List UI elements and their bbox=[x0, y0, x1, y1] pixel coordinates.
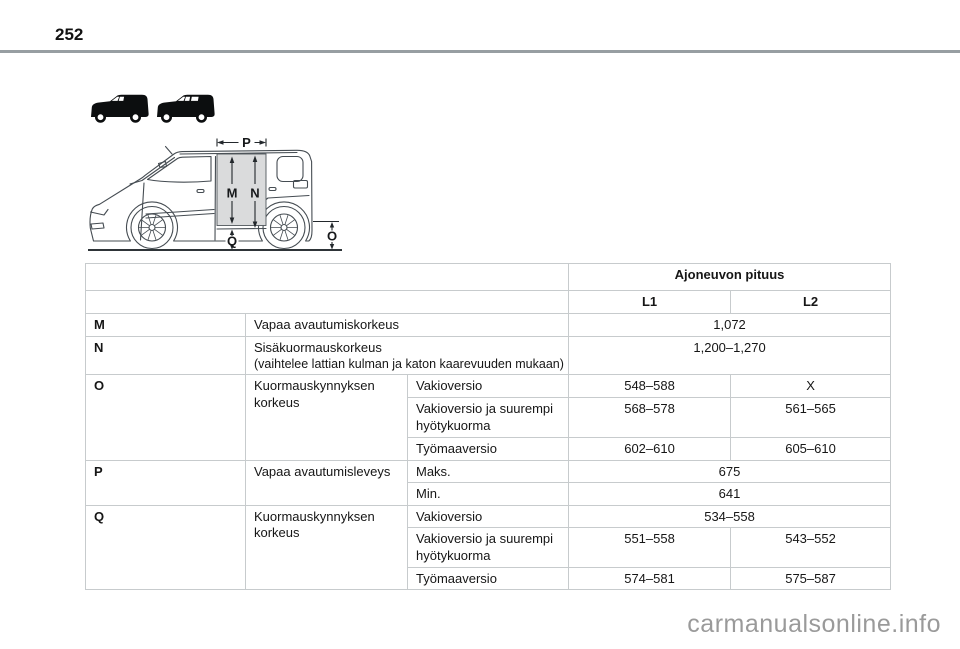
sliding-door-handle bbox=[268, 186, 277, 192]
row-variant-label: Vakioversio bbox=[406, 504, 570, 529]
fog-light-slot bbox=[90, 222, 105, 230]
watermark-text: carmanualsonline.info bbox=[687, 610, 941, 638]
row-value-l1: 551–558 bbox=[568, 527, 732, 568]
front-door-handle bbox=[196, 188, 205, 194]
windshield-line bbox=[129, 156, 176, 185]
antenna bbox=[164, 145, 173, 155]
row-value-l1: 602–610 bbox=[568, 436, 732, 461]
table-header-group-row: Ajoneuvon pituus bbox=[84, 263, 892, 291]
table-row-q-1: Q Kuormauskynnyksen korkeus Vakioversio … bbox=[85, 504, 892, 591]
row-description: Sisäkuormauskorkeus (vaihtelee lattian k… bbox=[244, 335, 570, 376]
header-group-label: Ajoneuvon pituus bbox=[568, 263, 892, 291]
row-description-line2: (vaihtelee lattian kulman ja katon kaare… bbox=[254, 357, 564, 372]
dim-label-q: Q bbox=[227, 234, 237, 249]
header-empty-cell bbox=[84, 263, 570, 291]
front-door-seam bbox=[139, 182, 145, 241]
dim-label-n: N bbox=[250, 186, 259, 201]
dimension-n: N bbox=[250, 155, 260, 228]
row-letter: P bbox=[85, 459, 246, 506]
row-variant-label: Työmaaversio bbox=[406, 566, 570, 591]
dimension-m: M bbox=[227, 156, 238, 224]
header-col-l1: L1 bbox=[568, 290, 732, 314]
row-value-l1: 548–588 bbox=[568, 374, 732, 399]
table-row-n: N Sisäkuormauskorkeus (vaihtelee lattian… bbox=[85, 335, 892, 376]
headlight-line bbox=[89, 208, 109, 216]
table-row-q-2: Vakioversio ja suurempi hyötykuorma 551–… bbox=[86, 527, 892, 568]
roof-rail-line bbox=[179, 151, 298, 155]
crew-van-icon bbox=[157, 94, 215, 123]
b-pillar-seam bbox=[214, 155, 217, 241]
row-value-l2: X bbox=[730, 374, 892, 399]
row-letter: M bbox=[85, 312, 246, 337]
dimension-q: Q bbox=[225, 229, 239, 250]
table-row-o-3: Työmaaversio 602–610 605–610 bbox=[86, 436, 892, 461]
row-value: 1,072 bbox=[568, 312, 892, 337]
row-description: Vapaa avautumisleveys bbox=[245, 459, 408, 506]
table-row-p-2: Min. 641 bbox=[86, 482, 892, 506]
row-variant-label: Vakioversio ja suurempi hyötykuorma bbox=[406, 527, 570, 568]
row-value-l1: 568–578 bbox=[568, 397, 732, 438]
dimension-p: P bbox=[216, 137, 267, 150]
row-letter: O bbox=[85, 374, 246, 461]
row-value-l1: 574–581 bbox=[568, 566, 732, 591]
rear-wheel bbox=[262, 205, 306, 250]
van-variant-icons bbox=[91, 94, 215, 123]
row-description: Kuormauskynnyksen korkeus bbox=[245, 504, 408, 591]
row-variant-label: Vakioversio ja suurempi hyötykuorma bbox=[406, 397, 570, 438]
front-door-window bbox=[146, 155, 212, 183]
door-molding-lines bbox=[145, 208, 215, 219]
row-value: 534–558 bbox=[568, 504, 892, 529]
sliding-door-rail bbox=[265, 194, 310, 201]
row-variant-label: Min. bbox=[406, 482, 570, 506]
row-value-l2: 543–552 bbox=[730, 527, 892, 568]
dimensions-table: Ajoneuvon pituus L1 L2 M Vapaa avautumis… bbox=[84, 263, 892, 591]
row-description: Kuormauskynnyksen korkeus bbox=[245, 374, 408, 461]
row-variant-label: Vakioversio bbox=[406, 374, 570, 399]
table-row-o-1: O Kuormauskynnyksen korkeus Vakioversio … bbox=[85, 374, 892, 461]
door-opening-shaded-area bbox=[216, 153, 267, 226]
row-description-line1: Sisäkuormauskorkeus bbox=[254, 339, 382, 355]
table-row-p-1: P Vapaa avautumisleveys Maks. 675 bbox=[85, 459, 892, 506]
side-mirror bbox=[157, 160, 168, 169]
front-wheel bbox=[130, 205, 174, 250]
row-variant-label: Työmaaversio bbox=[406, 436, 570, 461]
rear-trim-detail bbox=[292, 179, 309, 189]
door-sill-line bbox=[216, 227, 267, 230]
row-value: 675 bbox=[568, 459, 892, 484]
header-empty-cell bbox=[84, 290, 570, 314]
row-value: 1,200–1,270 bbox=[568, 335, 892, 376]
row-letter: N bbox=[85, 335, 246, 376]
panel-van-icon bbox=[91, 94, 149, 123]
table-row-q-3: Työmaaversio 574–581 575–587 bbox=[86, 566, 892, 591]
table-header-columns-row: L1 L2 bbox=[84, 290, 892, 314]
table-row-o-2: Vakioversio ja suurempi hyötykuorma 568–… bbox=[86, 397, 892, 438]
table-row-m: M Vapaa avautumiskorkeus 1,072 bbox=[85, 312, 892, 337]
header-col-l2: L2 bbox=[730, 290, 892, 314]
row-letter: Q bbox=[85, 504, 246, 591]
dim-label-o: O bbox=[327, 229, 337, 244]
page-number: 252 bbox=[55, 25, 84, 44]
van-dimension-diagram: P M N Q O bbox=[88, 137, 342, 251]
dim-label-m: M bbox=[227, 186, 238, 201]
row-value-l2: 575–587 bbox=[730, 566, 892, 591]
row-description: Vapaa avautumiskorkeus bbox=[244, 312, 570, 337]
dim-label-p: P bbox=[242, 137, 251, 150]
rear-quarter-window bbox=[276, 155, 304, 183]
row-value: 641 bbox=[568, 482, 892, 506]
header-rule bbox=[0, 50, 960, 53]
row-value-l2: 561–565 bbox=[730, 397, 892, 438]
row-variant-label: Maks. bbox=[406, 459, 570, 484]
dimension-o: O bbox=[313, 220, 340, 250]
row-value-l2: 605–610 bbox=[730, 436, 892, 461]
